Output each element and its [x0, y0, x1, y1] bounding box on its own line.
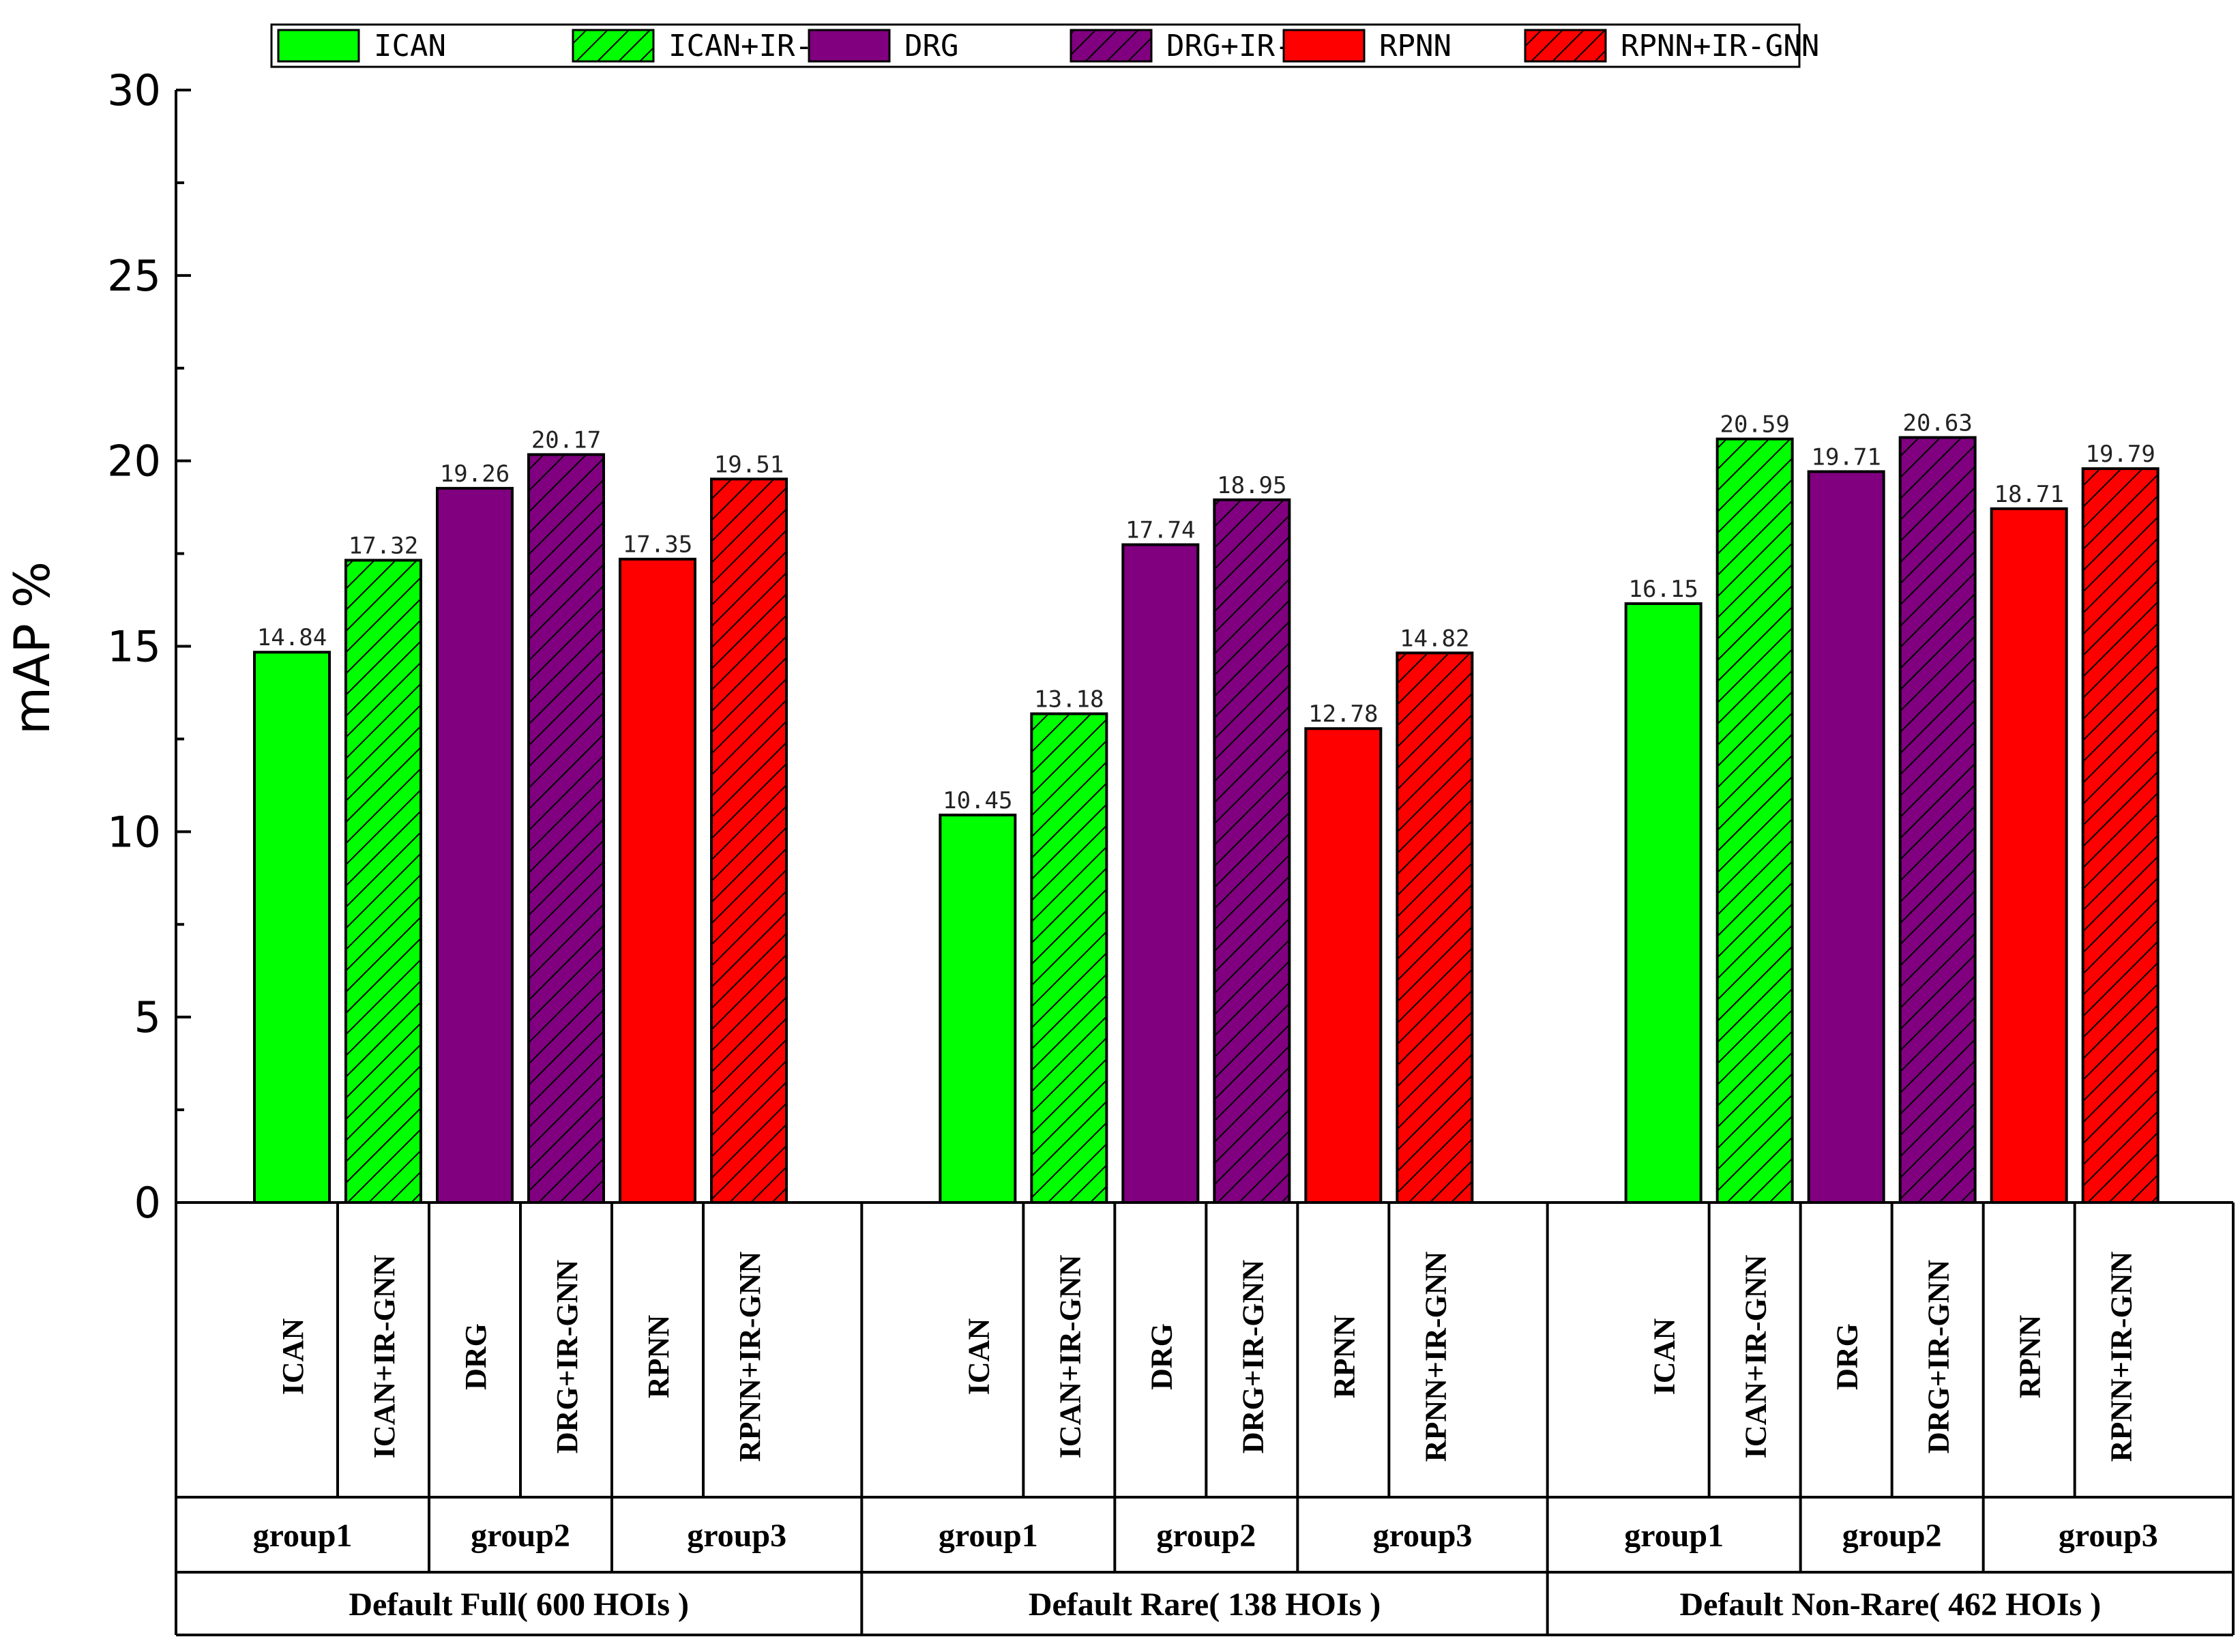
group-label: group3: [1373, 1518, 1473, 1554]
method-label-ican-ir-gnn: ICAN+IR-GNN: [1739, 1254, 1773, 1458]
value-label: 18.95: [1217, 472, 1286, 499]
bars: [253, 436, 2160, 1205]
legend: ICAN ICAN+IR-GNN DRG DRG+IR-GNN RPNN RPNN+IR-…: [270, 23, 1819, 68]
value-label: 19.26: [440, 460, 510, 488]
group-label: group2: [1156, 1518, 1256, 1554]
value-label: 12.78: [1308, 700, 1378, 728]
group-label: group3: [687, 1518, 786, 1554]
group-label: group2: [1842, 1518, 1942, 1554]
value-label: 10.45: [943, 787, 1012, 814]
y-axis: 0 5 10 15 20 25 30: [107, 65, 191, 1228]
bar-ican-3: [1624, 602, 1703, 1204]
method-label-ican-ir-gnn: ICAN+IR-GNN: [368, 1254, 401, 1458]
bar-rpnn-ir-gnn-3-hatch: [2082, 469, 2158, 1203]
method-label-ican: ICAN: [1648, 1318, 1681, 1396]
method-label-drg-ir-gnn: DRG+IR-GNN: [550, 1260, 584, 1454]
bar-drg-ir-gnn-2-hatch: [1214, 499, 1290, 1203]
group-label: group1: [939, 1518, 1038, 1554]
category-label: Default Full( 600 HOIs ): [349, 1587, 689, 1623]
legend-swatch-ican: [277, 29, 360, 63]
category-table: ICAN ICAN+IR-GNN DRG DRG+IR-GNN RPNN RPNN+IR-…: [175, 1201, 2235, 1636]
legend-swatch-rpnn: [1282, 29, 1366, 63]
group-label: group3: [2059, 1518, 2158, 1554]
group-label: group1: [253, 1518, 353, 1554]
bar-ican-1: [253, 651, 331, 1204]
value-label: 16.15: [1628, 576, 1698, 603]
bar-drg-ir-gnn-1-hatch: [529, 454, 604, 1203]
value-label: 14.84: [257, 624, 327, 651]
legend-label-rpnn: RPNN: [1379, 29, 1451, 63]
value-label: 19.79: [2085, 441, 2155, 468]
bar-ican-ir-gnn-3-hatch: [1717, 439, 1793, 1203]
bar-drg-2: [1121, 543, 1200, 1204]
value-label: 14.82: [1400, 625, 1469, 652]
legend-label-rpnn-ir-gnn: RPNN+IR-GNN: [1621, 29, 1819, 63]
value-label: 20.59: [1720, 411, 1789, 439]
method-label-rpnn-ir-gnn: RPNN+IR-GNN: [733, 1251, 767, 1462]
method-label-drg-ir-gnn: DRG+IR-GNN: [1236, 1260, 1269, 1454]
bar-drg-1: [436, 486, 514, 1205]
method-label-rpnn: RPNN: [1327, 1315, 1361, 1398]
value-label: 17.74: [1125, 517, 1195, 544]
method-label-drg: DRG: [459, 1323, 492, 1390]
value-label: 19.71: [1811, 443, 1881, 471]
category-label: Default Rare( 138 HOIs ): [1029, 1587, 1381, 1623]
method-label-rpnn: RPNN: [2014, 1315, 2047, 1398]
y-tick-label: 20: [107, 437, 161, 486]
value-label: 18.71: [1994, 481, 2063, 508]
y-axis-label: mAP %: [3, 561, 61, 735]
bar-rpnn-3: [1990, 507, 2068, 1204]
group-label: group2: [471, 1518, 570, 1554]
value-labels: 14.84 17.32 19.26 20.17 17.35 19.51 10.45 13.18…: [257, 409, 2155, 814]
legend-label-drg: DRG: [904, 29, 958, 63]
y-tick-label: 0: [134, 1178, 161, 1228]
bar-rpnn-ir-gnn-2-hatch: [1397, 653, 1473, 1203]
method-label-ican: ICAN: [962, 1318, 995, 1396]
value-label: 17.35: [623, 531, 692, 559]
bar-ican-2: [939, 813, 1017, 1204]
method-label-rpnn-ir-gnn: RPNN+IR-GNN: [2105, 1251, 2138, 1462]
legend-swatch-drg: [808, 29, 891, 63]
method-label-rpnn: RPNN: [642, 1315, 675, 1398]
legend-swatch-drg-ir-gnn-hatch: [1071, 30, 1151, 61]
bar-rpnn-ir-gnn-1-hatch: [711, 479, 786, 1203]
y-tick-label: 15: [107, 622, 161, 672]
y-tick-label: 5: [134, 992, 161, 1042]
y-tick-label: 30: [107, 65, 161, 115]
value-label: 19.51: [714, 451, 784, 478]
method-label-ican: ICAN: [276, 1318, 310, 1396]
category-label: Default Non-Rare( 462 HOIs ): [1679, 1587, 2101, 1623]
legend-swatch-rpnn-ir-gnn-hatch: [1525, 30, 1606, 61]
method-label-drg: DRG: [1831, 1323, 1864, 1390]
bar-drg-3: [1807, 470, 1885, 1204]
value-label: 20.17: [531, 426, 601, 454]
method-label-drg: DRG: [1145, 1323, 1178, 1390]
y-tick-label: 10: [107, 807, 161, 857]
bar-rpnn-1: [619, 557, 696, 1204]
method-label-ican-ir-gnn: ICAN+IR-GNN: [1053, 1254, 1087, 1458]
group-label: group1: [1624, 1518, 1724, 1554]
legend-label-ican: ICAN: [374, 29, 446, 63]
bar-ican-ir-gnn-1-hatch: [346, 560, 421, 1203]
value-label: 20.63: [1902, 409, 1972, 437]
value-label: 17.32: [349, 532, 418, 559]
legend-swatch-ican-ir-gnn-hatch: [573, 30, 653, 61]
bar-rpnn-2: [1304, 727, 1383, 1204]
y-tick-label: 25: [107, 251, 161, 301]
method-label-rpnn-ir-gnn: RPNN+IR-GNN: [1419, 1251, 1452, 1462]
bar-ican-ir-gnn-2-hatch: [1031, 713, 1107, 1203]
value-label: 13.18: [1034, 685, 1104, 713]
method-label-drg-ir-gnn: DRG+IR-GNN: [1922, 1260, 1956, 1454]
bar-drg-ir-gnn-3-hatch: [1900, 437, 1975, 1203]
